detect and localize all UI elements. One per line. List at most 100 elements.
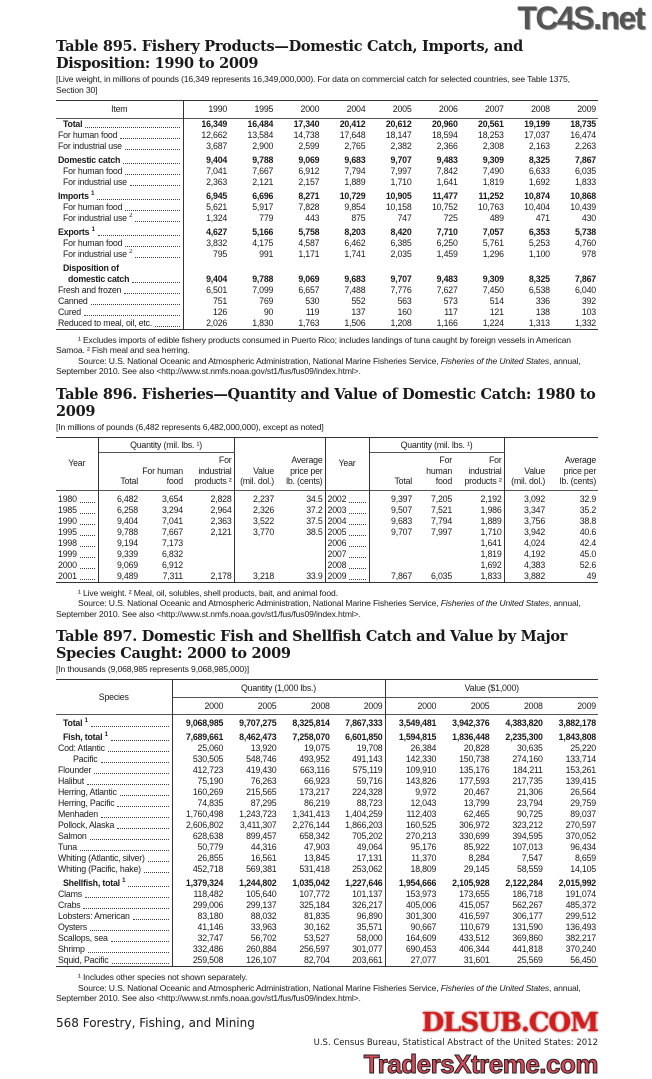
- row-label-text: 2003: [327, 504, 347, 515]
- row-label-wrap: Herring, Pacific: [58, 798, 170, 809]
- table-row: 1998 9,194 7,173 2006 1,641 4,024 42.4: [56, 537, 598, 549]
- table-cell: 9,788: [252, 154, 274, 165]
- row-label-wrap: Halibut: [58, 776, 170, 787]
- source-text: Source: U.S. National Oceanic and Atmosp…: [78, 355, 441, 366]
- table-cell: 2,366: [436, 140, 458, 151]
- row-label-wrap: Squid, Pacific: [58, 955, 170, 966]
- table-cell: 30,162: [304, 922, 330, 932]
- table-cell: 10,404: [524, 201, 550, 212]
- table-cell: 1,760,498: [185, 809, 224, 819]
- table-cell: 2,276,144: [292, 820, 330, 830]
- row-label: Shellfish, total 1: [56, 875, 173, 889]
- table-cell: 7,689,661: [185, 732, 224, 742]
- table-cell: 9,707: [390, 273, 412, 284]
- table-cell: [506, 260, 552, 274]
- row-label: For human food: [56, 201, 184, 213]
- dot-leader: [349, 501, 366, 503]
- table-cell: 164,609: [405, 933, 437, 943]
- table-cell: 1,313: [528, 317, 550, 328]
- row-label: For industrial use: [56, 176, 184, 188]
- row-label-wrap: Exports 1: [58, 227, 181, 238]
- table-cell: 7,997: [431, 526, 453, 537]
- row-label-text: Tuna: [58, 842, 77, 852]
- table-cell: 7,521: [431, 504, 453, 515]
- table-cell: 49: [586, 570, 597, 581]
- table-cell: 101,137: [331, 889, 386, 900]
- table-cell: 86,219: [304, 798, 330, 808]
- year-cell: 1999: [56, 548, 99, 560]
- table-row: Whiting (Pacific, hake) 452,718 569,381 531…: [56, 864, 598, 875]
- table-cell: 5,621: [206, 201, 228, 212]
- row-label-text: 2001: [58, 570, 77, 581]
- table-cell: 1,171: [298, 248, 320, 259]
- table-row: Whiting (Atlantic, silver) 26,855 16,561 13…: [56, 853, 598, 864]
- table-cell: 562,267: [512, 900, 543, 910]
- footnote-marker: 1: [104, 732, 108, 739]
- table-row: For human food 12,662 13,584 14,738 17,648 18…: [56, 129, 598, 141]
- column-header-quantity: Quantity (1,000 lbs.): [172, 679, 386, 698]
- table-row: Fresh and frozen 6,501 7,099 6,657 7,488 7,77…: [56, 284, 598, 296]
- table-cell: 1,594,815: [398, 732, 437, 742]
- dot-leader: [79, 578, 95, 580]
- row-label-text: Cod: Atlantic: [58, 743, 105, 753]
- table-cell: 416,597: [459, 911, 490, 921]
- dot-leader: [86, 784, 169, 785]
- table-cell: 215,565: [246, 787, 277, 797]
- table-cell: 26,384: [410, 743, 437, 753]
- table-cell: 95,176: [410, 842, 437, 852]
- table-cell: 259,508: [192, 955, 224, 965]
- table-cell: 3,882: [524, 570, 546, 581]
- table-cell: 9,483: [436, 154, 458, 165]
- dot-leader: [90, 303, 180, 305]
- row-label-text: Canned: [58, 295, 88, 306]
- table-cell: 690,453: [405, 944, 437, 954]
- table-cell: 1,224: [482, 317, 504, 328]
- table-cell: 1,227,646: [331, 875, 386, 889]
- table-cell: 9,683: [344, 154, 366, 165]
- table-cell: 779: [259, 212, 274, 223]
- dot-leader: [117, 828, 169, 829]
- table-cell: 38.8: [579, 515, 597, 526]
- footnote-marker: 2: [129, 212, 133, 219]
- column-header-year: 1990: [208, 104, 228, 114]
- table-cell: 1,641: [454, 537, 505, 549]
- table-cell: [185, 559, 235, 571]
- table-cell: 8,325,814: [292, 718, 330, 728]
- column-header-item: Item: [56, 100, 184, 118]
- row-label: Total: [56, 118, 184, 130]
- table-cell: 18,735: [570, 118, 596, 129]
- row-label-wrap: For human food: [63, 238, 181, 249]
- table-row: For industrial use 3,687 2,900 2,599 2,765 2,…: [56, 140, 598, 152]
- table-cell: 88,032: [250, 911, 277, 921]
- table-cell: 336: [535, 295, 550, 306]
- table-cell: 7,450: [482, 284, 504, 295]
- table-cell: 452,718: [192, 864, 224, 874]
- table-cell: 136,493: [565, 922, 597, 932]
- table-row: Tuna 50,779 44,316 47,903 49,064 95,176 85,922…: [56, 842, 598, 853]
- table-cell: 1,954,666: [398, 878, 437, 888]
- table-cell: 1,692: [528, 176, 550, 187]
- column-header-value: Value (mil. dol.): [511, 465, 546, 487]
- dot-leader: [79, 567, 95, 569]
- row-label-text: For industrial use 2: [63, 248, 133, 259]
- table-cell: [552, 260, 598, 274]
- table-cell: 531,418: [299, 864, 330, 874]
- row-label-text: For human food: [58, 129, 118, 140]
- row-label-text: 1999: [58, 548, 77, 559]
- table-cell: 31,601: [463, 955, 490, 965]
- table-cell: 18,147: [385, 129, 412, 140]
- table-row: Scallops, sea 32,747 56,702 53,527 58,000 164…: [56, 933, 598, 944]
- table-cell: 7,794: [431, 515, 453, 526]
- year-cell: 2000: [56, 559, 99, 571]
- table-cell: 6,657: [298, 284, 320, 295]
- table-cell: 8,284: [468, 853, 490, 863]
- dot-leader: [79, 850, 169, 851]
- table-row: Clams 118,482 105,640 107,772 101,137 153,973…: [56, 889, 598, 900]
- table-cell: [229, 260, 275, 274]
- table-cell: 6,945: [206, 190, 228, 201]
- table-cell: 10,158: [385, 201, 412, 212]
- row-label-text: Total: [63, 118, 83, 129]
- row-label-text: 1990: [58, 515, 77, 526]
- dot-leader: [147, 861, 169, 862]
